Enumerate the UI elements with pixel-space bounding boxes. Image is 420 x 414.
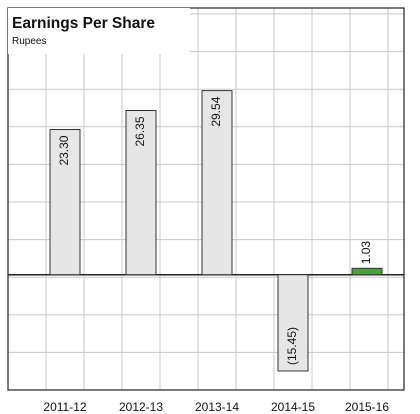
bar: [277, 274, 309, 372]
x-tick-label: 2015-16: [345, 400, 389, 414]
value-label: 29.54: [209, 96, 223, 126]
x-tick-label: 2014-15: [271, 400, 315, 414]
title-box: [8, 8, 190, 54]
value-label: 26.35: [133, 116, 147, 146]
bar: [351, 267, 383, 276]
bar: [125, 110, 157, 276]
x-tick-label: 2011-12: [43, 400, 86, 414]
bar: [201, 90, 233, 276]
x-tick-label: 2012-13: [119, 400, 163, 414]
value-label: 1.03: [359, 241, 373, 265]
chart-title: Earnings Per Share: [12, 15, 155, 32]
bar: [49, 129, 81, 276]
value-label: 23.30: [57, 135, 71, 165]
value-label: (15.45): [285, 327, 299, 365]
plot-frame: [7, 7, 405, 391]
chart-subtitle: Rupees: [12, 36, 46, 47]
x-tick-label: 2013-14: [195, 400, 239, 414]
